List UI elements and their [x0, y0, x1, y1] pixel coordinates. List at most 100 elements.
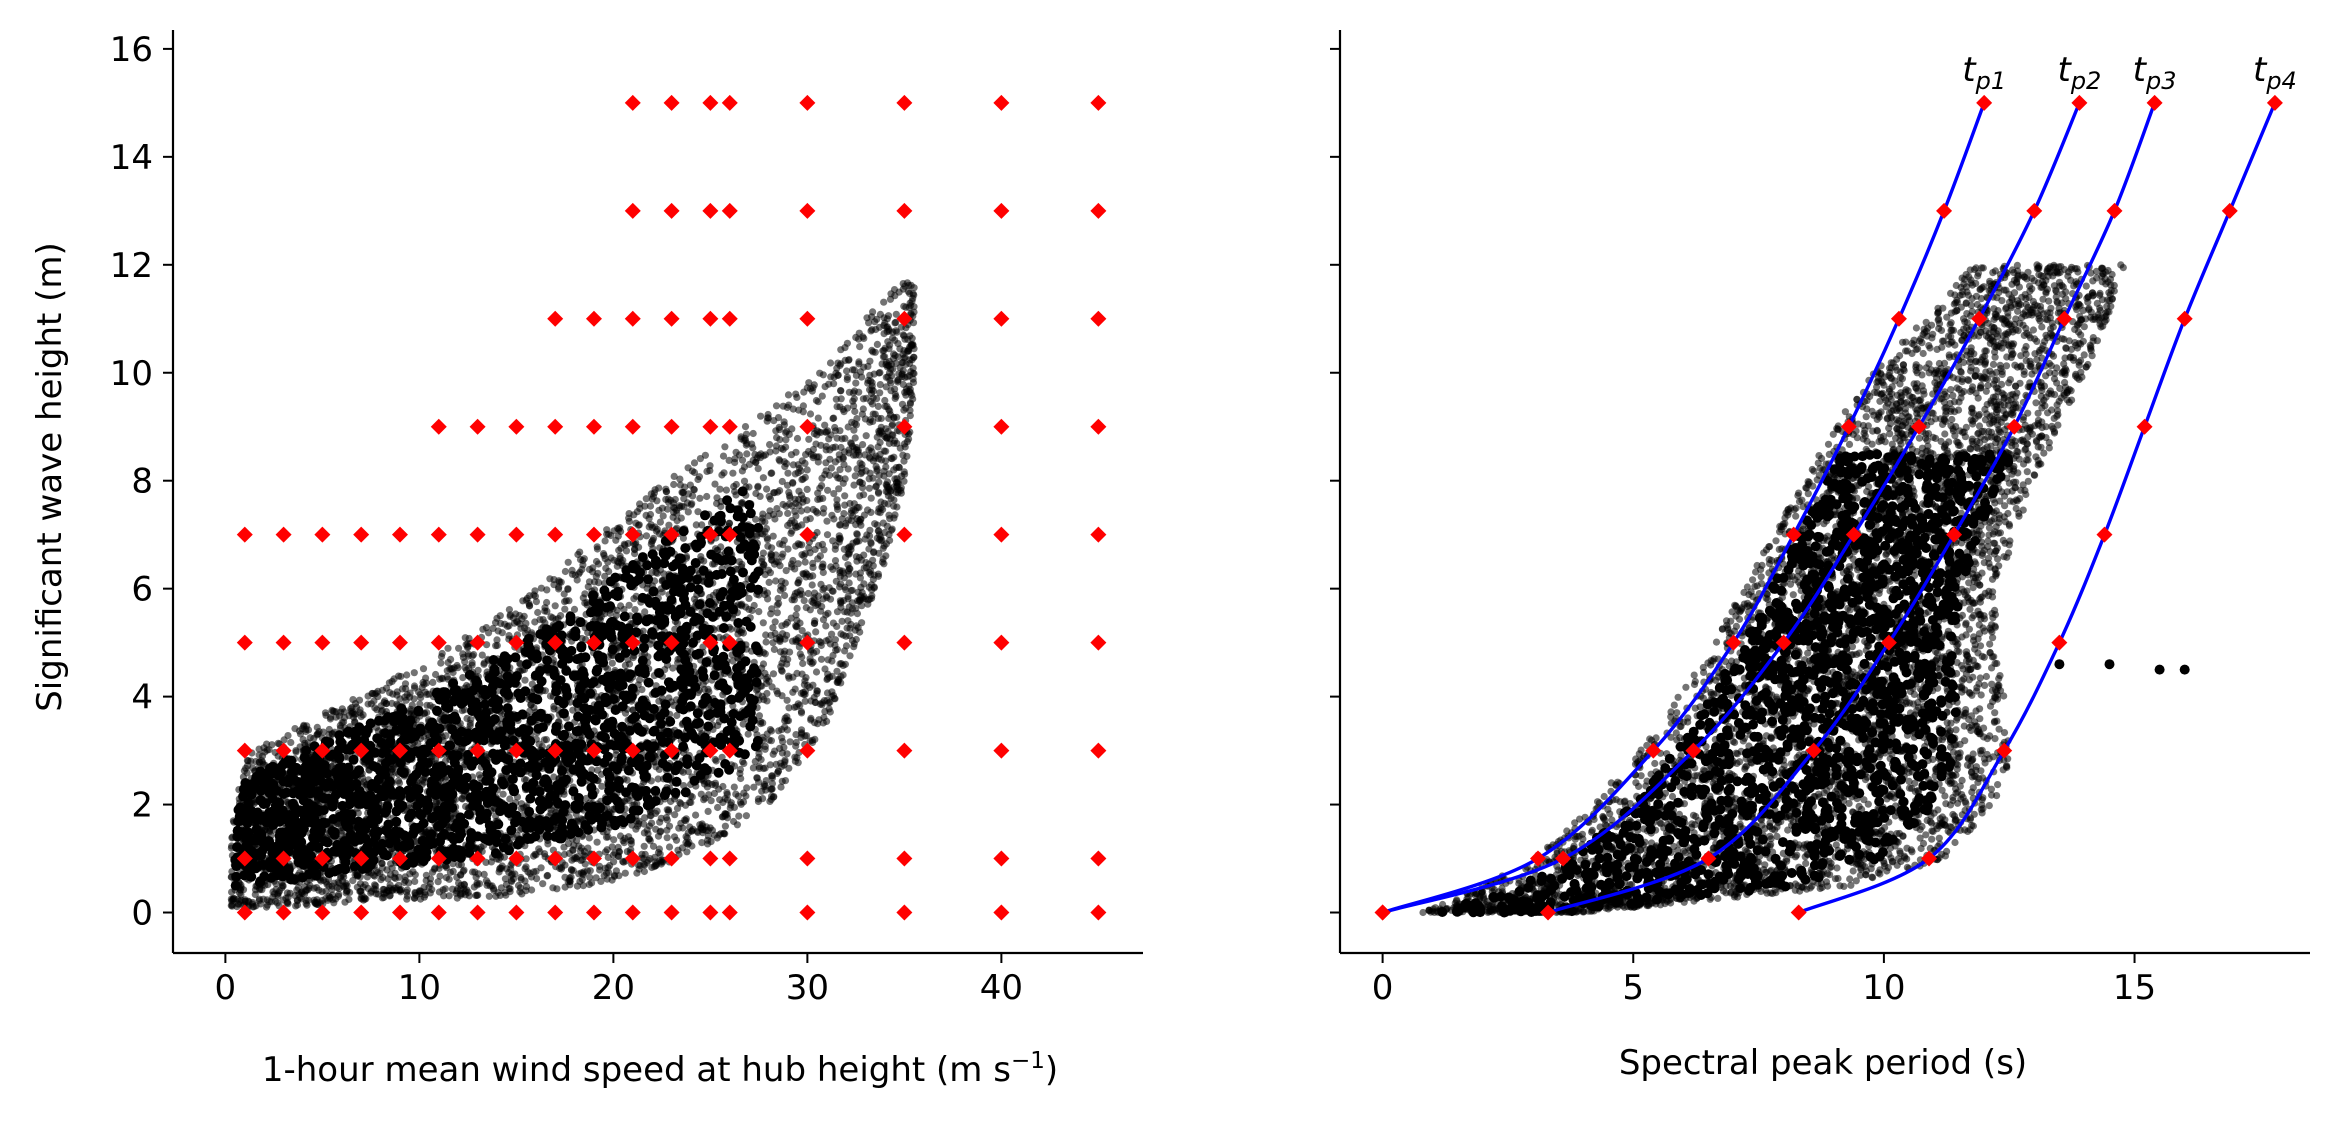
observation-point	[846, 499, 854, 508]
observation-point	[435, 888, 443, 896]
observation-point	[897, 486, 905, 494]
observation-point	[537, 584, 546, 592]
observation-point	[673, 804, 682, 813]
observation-point	[784, 521, 792, 530]
observation-point	[749, 429, 757, 438]
observation-point	[775, 510, 783, 518]
observation-point	[730, 803, 739, 812]
observation-point	[632, 825, 640, 833]
observation-point	[783, 481, 792, 489]
observation-point	[592, 573, 600, 581]
observation-point	[852, 451, 860, 459]
observation-point	[792, 390, 800, 398]
observation-point	[892, 464, 900, 472]
observation-point	[841, 492, 849, 500]
observation-point	[886, 515, 894, 523]
observation-point	[537, 864, 545, 872]
observation-point	[421, 891, 429, 899]
observation-point	[374, 693, 382, 701]
observation-point	[455, 644, 463, 652]
observation-point	[767, 469, 775, 477]
observation-point	[851, 506, 859, 515]
observation-point	[873, 315, 881, 323]
observation-point	[530, 704, 538, 712]
observation-point	[642, 511, 650, 519]
observation-point	[717, 543, 725, 551]
observation-point	[523, 594, 531, 603]
observation-point	[464, 650, 472, 658]
observation-point	[647, 490, 655, 498]
observation-point	[608, 659, 616, 667]
observation-point	[738, 456, 747, 464]
observation-point	[781, 635, 789, 643]
observation-point	[906, 299, 914, 307]
observation-point	[729, 469, 737, 477]
observation-point	[284, 900, 292, 908]
observation-point	[460, 881, 468, 889]
observation-point	[906, 343, 914, 351]
observation-point	[836, 597, 845, 605]
observation-point	[759, 719, 767, 727]
observation-point	[508, 878, 516, 886]
observation-point	[840, 509, 848, 518]
observation-point	[403, 671, 411, 679]
observation-point	[850, 481, 858, 489]
observation-point	[874, 570, 883, 578]
observation-point	[882, 552, 890, 560]
observation-point	[852, 333, 860, 341]
observation-point	[227, 901, 235, 910]
observation-point	[753, 774, 761, 782]
observation-point	[729, 657, 737, 665]
observation-point	[517, 624, 525, 632]
observation-point	[826, 595, 835, 603]
observation-point	[704, 826, 713, 835]
observation-point	[568, 866, 576, 874]
observation-point	[809, 445, 818, 454]
observation-point	[293, 901, 302, 909]
observation-point	[547, 613, 555, 621]
observation-point	[899, 367, 907, 375]
observation-point	[410, 894, 418, 902]
observation-point	[592, 557, 601, 566]
observation-point	[806, 410, 815, 418]
observation-point	[792, 512, 800, 520]
observation-point	[717, 830, 725, 838]
observation-point	[896, 444, 904, 452]
observation-point	[417, 694, 425, 702]
observation-point	[886, 341, 894, 349]
observation-point	[811, 698, 819, 707]
observation-point	[796, 619, 804, 627]
observation-point	[759, 619, 767, 627]
observation-point	[508, 870, 516, 878]
observation-point	[815, 428, 823, 436]
observation-point	[345, 895, 353, 904]
observation-point	[762, 638, 770, 646]
observation-point	[860, 334, 868, 342]
observation-point	[776, 586, 785, 594]
observation-point	[755, 608, 763, 616]
observation-point	[604, 853, 612, 862]
observation-point	[493, 636, 501, 644]
observation-point	[894, 378, 902, 386]
observation-point	[829, 444, 837, 452]
observation-point	[768, 544, 776, 552]
observation-point	[905, 372, 914, 380]
observation-point	[740, 463, 749, 471]
observation-point	[492, 892, 500, 900]
observation-point	[602, 833, 611, 841]
observation-point	[759, 549, 768, 557]
observation-point	[856, 596, 864, 604]
observation-point	[881, 457, 890, 465]
observation-point	[832, 542, 840, 550]
observation-point	[814, 414, 822, 422]
observation-point	[670, 480, 678, 489]
left-observation-points	[227, 279, 918, 911]
observation-point	[411, 871, 419, 879]
observation-point	[777, 783, 785, 791]
observation-point	[764, 595, 772, 603]
observation-point	[521, 676, 529, 684]
observation-point	[836, 583, 844, 591]
observation-point	[578, 565, 586, 574]
observation-point	[785, 674, 793, 682]
observation-point	[806, 515, 814, 523]
